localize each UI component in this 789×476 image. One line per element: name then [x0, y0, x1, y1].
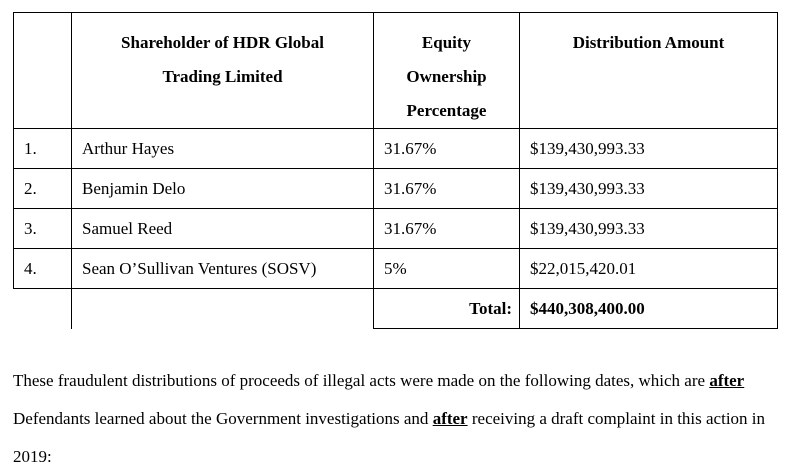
table-row: 4. Sean O’Sullivan Ventures (SOSV) 5% $2… [13, 248, 778, 289]
header-equity-text: Equity Ownership Percentage [406, 33, 487, 120]
header-equity: Equity Ownership Percentage [373, 12, 520, 129]
row-index: 4. [13, 248, 72, 289]
total-amount: $440,308,400.00 [519, 288, 778, 329]
row-amount: $139,430,993.33 [519, 128, 778, 169]
header-index [13, 12, 72, 129]
header-amount: Distribution Amount [519, 12, 778, 129]
row-amount: $139,430,993.33 [519, 168, 778, 209]
total-spacer [71, 288, 374, 329]
emphasis-after: after [432, 409, 468, 428]
header-amount-text: Distribution Amount [572, 33, 725, 52]
paragraph-text: Defendants learned about the Government … [13, 409, 433, 428]
total-label: Total: [373, 288, 520, 329]
header-shareholder: Shareholder of HDR Global Trading Limite… [71, 12, 374, 129]
distribution-table: Shareholder of HDR Global Trading Limite… [13, 12, 778, 329]
row-equity: 5% [373, 248, 520, 289]
paragraph-text: These fraudulent distributions of procee… [13, 371, 710, 390]
row-index: 3. [13, 208, 72, 249]
emphasis-after: after [709, 371, 745, 390]
header-shareholder-text: Shareholder of HDR Global Trading Limite… [121, 33, 324, 86]
table-row: 1. Arthur Hayes 31.67% $139,430,993.33 [13, 128, 778, 169]
row-shareholder: Sean O’Sullivan Ventures (SOSV) [71, 248, 374, 289]
row-shareholder: Samuel Reed [71, 208, 374, 249]
body-paragraph: These fraudulent distributions of procee… [13, 362, 789, 476]
total-row: Total: $440,308,400.00 [13, 288, 778, 329]
row-index: 1. [13, 128, 72, 169]
row-shareholder: Benjamin Delo [71, 168, 374, 209]
total-spacer [13, 288, 72, 329]
row-equity: 31.67% [373, 208, 520, 249]
row-amount: $22,015,420.01 [519, 248, 778, 289]
table-row: 3. Samuel Reed 31.67% $139,430,993.33 [13, 208, 778, 249]
row-index: 2. [13, 168, 72, 209]
row-equity: 31.67% [373, 128, 520, 169]
table-header-row: Shareholder of HDR Global Trading Limite… [13, 12, 778, 129]
paragraph-text: receiving a draft complaint in this acti… [13, 409, 766, 466]
row-amount: $139,430,993.33 [519, 208, 778, 249]
row-shareholder: Arthur Hayes [71, 128, 374, 169]
row-equity: 31.67% [373, 168, 520, 209]
table-row: 2. Benjamin Delo 31.67% $139,430,993.33 [13, 168, 778, 209]
